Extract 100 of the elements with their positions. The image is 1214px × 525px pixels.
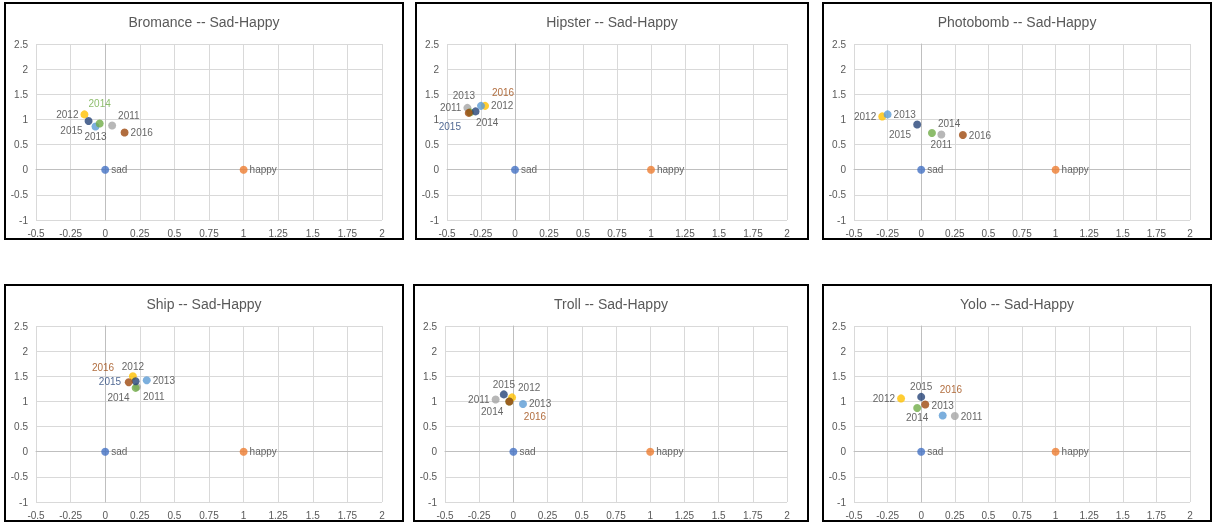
y-tick-label: -0.5 — [421, 189, 440, 201]
x-tick-label: 0.75 — [199, 227, 220, 239]
series-label: 2012 — [853, 110, 877, 122]
series-label: 2016 — [91, 361, 115, 373]
series-label: 2011 — [468, 393, 491, 405]
series-label: happy — [657, 164, 685, 176]
y-tick-label: 0.5 — [832, 421, 847, 433]
x-tick-label: 1.25 — [1079, 227, 1100, 239]
x-tick-label: 0 — [918, 509, 925, 521]
series-label: 2015 — [910, 381, 933, 393]
x-tick-label: 1.5 — [1115, 509, 1131, 521]
x-tick-label: 1 — [1052, 227, 1059, 239]
series-label: 2014 — [476, 116, 499, 128]
series-label: 2016 — [968, 129, 992, 141]
y-tick-label: -0.5 — [419, 471, 438, 483]
x-tick-label: 1.25 — [268, 227, 289, 239]
y-tick-label: 2.5 — [832, 38, 847, 50]
x-tick-label: 0.5 — [981, 509, 996, 521]
x-tick-label: 1.75 — [743, 227, 764, 239]
series-label: 2011 — [439, 102, 462, 114]
y-tick-label: 1.5 — [832, 370, 847, 382]
series-label: sad — [519, 446, 536, 458]
x-tick-label: 0.75 — [607, 227, 628, 239]
y-tick-label: 0.5 — [14, 421, 29, 433]
x-tick-label: 1.25 — [675, 227, 696, 239]
series-label: 2011 — [118, 109, 141, 121]
x-tick-label: 0.25 — [945, 509, 965, 521]
series-label: 2015 — [60, 125, 84, 137]
x-tick-label: 1.5 — [711, 509, 726, 521]
series-label: sad — [111, 164, 128, 176]
series-label: 2013 — [528, 398, 552, 410]
x-tick-label: -0.25 — [469, 227, 493, 239]
y-tick-label: -0.5 — [828, 471, 847, 483]
series-label: happy — [249, 164, 277, 176]
x-tick-label: 0.75 — [1012, 509, 1033, 521]
series-label: sad — [927, 164, 944, 176]
x-tick-label: -0.25 — [59, 509, 83, 521]
chart-title: Troll -- Sad-Happy — [554, 296, 668, 312]
y-tick-label: 1.5 — [14, 88, 29, 100]
y-tick-label: 2.5 — [14, 38, 29, 50]
y-tick-label: -1 — [837, 496, 847, 508]
chart-title: Yolo -- Sad-Happy — [960, 296, 1074, 312]
y-tick-label: 1.5 — [425, 88, 440, 100]
x-tick-label: 1 — [648, 227, 655, 239]
y-tick-label: 0 — [840, 164, 847, 176]
series-label: 2014 — [937, 117, 961, 129]
y-tick-label: -1 — [837, 214, 847, 226]
series-label: 2011 — [930, 139, 953, 151]
y-tick-label: 2.5 — [14, 320, 29, 332]
x-tick-label: 1.75 — [337, 509, 358, 521]
x-tick-label: 2 — [1187, 227, 1194, 239]
x-tick-label: 1.5 — [305, 509, 321, 521]
x-tick-label: -0.25 — [876, 509, 900, 521]
x-tick-label: 0.5 — [167, 227, 182, 239]
y-tick-label: 2.5 — [832, 320, 847, 332]
series-label: 2012 — [872, 392, 896, 404]
chart-title: Hipster -- Sad-Happy — [546, 14, 678, 30]
x-tick-label: 1.25 — [1079, 509, 1100, 521]
y-tick-label: 0 — [22, 446, 29, 458]
text: 2016 — [491, 87, 515, 99]
series-label: happy — [1061, 164, 1089, 176]
x-tick-label: 1 — [1052, 509, 1059, 521]
series-label: sad — [521, 164, 538, 176]
x-tick-label: 0.25 — [130, 227, 150, 239]
y-tick-label: 0.5 — [832, 139, 847, 151]
series-label: 2011 — [143, 391, 165, 403]
y-tick-label: 2.5 — [425, 38, 440, 50]
x-tick-label: 0 — [918, 227, 925, 239]
x-tick-label: 1 — [647, 509, 654, 521]
x-tick-label: 0 — [102, 227, 109, 239]
x-tick-label: 0.25 — [537, 509, 558, 521]
x-tick-label: 1.25 — [674, 509, 695, 521]
chart-title: Bromance -- Sad-Happy — [128, 14, 280, 30]
x-tick-label: 0.25 — [539, 227, 560, 239]
series-label: 2015 — [492, 378, 516, 390]
x-tick-label: 1.25 — [268, 509, 289, 521]
y-tick-label: 2 — [22, 63, 29, 75]
x-tick-label: 1.5 — [1115, 227, 1131, 239]
x-tick-label: 0.75 — [1012, 227, 1033, 239]
x-tick-label: 0.25 — [130, 509, 150, 521]
x-tick-label: 2 — [379, 227, 386, 239]
series-label: 2016 — [130, 127, 154, 138]
series-label: 2013 — [931, 400, 955, 412]
y-tick-label: 0 — [431, 446, 438, 458]
y-tick-label: 1 — [840, 113, 847, 125]
x-tick-label: 1.75 — [1146, 227, 1167, 239]
series-label: 2016 — [523, 410, 547, 422]
y-tick-label: 0.5 — [423, 421, 438, 433]
x-tick-label: -0.25 — [876, 227, 900, 239]
x-tick-label: 1 — [240, 227, 247, 239]
x-tick-label: 0.25 — [945, 227, 965, 239]
y-tick-label: -0.5 — [828, 189, 847, 201]
y-tick-label: 0 — [840, 446, 847, 458]
series-label: 2013 — [152, 374, 176, 386]
series-label: 2016 — [939, 383, 963, 395]
x-tick-label: 2 — [379, 509, 386, 521]
y-tick-label: 1 — [22, 113, 29, 125]
y-tick-label: 1.5 — [423, 370, 438, 382]
x-tick-label: 0.5 — [576, 227, 591, 239]
y-tick-label: -1 — [19, 496, 29, 508]
